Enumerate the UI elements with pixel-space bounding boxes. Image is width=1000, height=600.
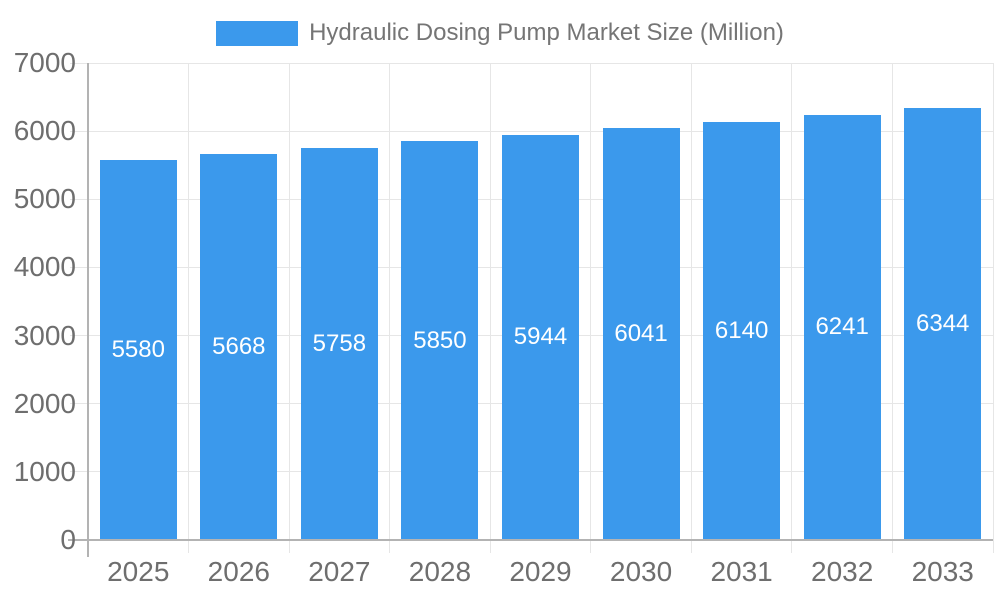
bar-value-label: 6140 <box>714 316 769 344</box>
y-axis-tick-label: 6000 <box>13 115 76 147</box>
bar-2032[interactable]: 6241 <box>803 114 881 540</box>
bar-2033[interactable]: 6344 <box>904 107 982 540</box>
bar-2031[interactable]: 6140 <box>703 121 781 540</box>
bar-value-label: 5668 <box>212 332 266 360</box>
bar-2029[interactable]: 5944 <box>502 134 579 540</box>
bar-2026[interactable]: 5668 <box>200 153 278 540</box>
chart-legend[interactable]: Hydraulic Dosing Pump Market Size (Milli… <box>0 13 1000 53</box>
x-axis-tick-label: 2028 <box>408 556 472 587</box>
x-axis-tick-label: 2027 <box>308 556 371 587</box>
bar-value-label: 5850 <box>413 326 467 354</box>
v-gridline <box>791 63 793 553</box>
v-gridline <box>992 63 994 553</box>
x-axis-tick-label: 2029 <box>509 556 572 587</box>
y-axis-line <box>87 63 89 557</box>
v-gridline <box>489 63 491 553</box>
y-axis-tick-label: 7000 <box>13 47 76 78</box>
bar-2027[interactable]: 5758 <box>300 147 378 540</box>
x-axis-tick-label: 2026 <box>207 556 270 587</box>
y-axis-tick-label: 0 <box>60 524 76 555</box>
h-gridline <box>70 130 993 132</box>
v-gridline <box>590 63 592 553</box>
y-axis-tick-label: 2000 <box>13 387 76 419</box>
v-gridline <box>288 63 290 553</box>
v-gridline <box>690 63 692 553</box>
x-axis-tick-label: 2025 <box>107 556 170 587</box>
y-axis-tick-label: 3000 <box>13 319 76 351</box>
x-axis-tick-label: 2031 <box>710 556 773 587</box>
chart-title: Hydraulic Dosing Pump Market Size (Milli… <box>309 19 784 46</box>
y-axis-tick-label: 1000 <box>13 455 76 487</box>
bar-2025[interactable]: 5580 <box>99 159 177 540</box>
x-axis-tick-label: 2033 <box>911 556 974 587</box>
bar-2028[interactable]: 5850 <box>401 141 479 540</box>
v-gridline <box>188 63 190 553</box>
legend-swatch[interactable] <box>216 20 299 46</box>
y-axis-tick-label: 4000 <box>13 251 76 283</box>
bar-value-label: 6241 <box>815 313 869 341</box>
bar-value-label: 6344 <box>916 309 970 337</box>
x-axis-line <box>68 539 993 541</box>
h-gridline <box>70 62 993 64</box>
bar-2030[interactable]: 6041 <box>602 128 680 540</box>
x-axis-tick-label: 2030 <box>609 556 673 587</box>
y-axis-tick-label: 5000 <box>13 183 76 215</box>
v-gridline <box>389 63 391 553</box>
bar-value-label: 5944 <box>513 323 568 351</box>
v-gridline <box>891 63 893 553</box>
bar-value-label: 5580 <box>111 335 165 363</box>
bar-value-label: 6041 <box>614 320 668 348</box>
x-axis-tick-label: 2032 <box>811 556 874 587</box>
bar-value-label: 5758 <box>312 329 367 357</box>
